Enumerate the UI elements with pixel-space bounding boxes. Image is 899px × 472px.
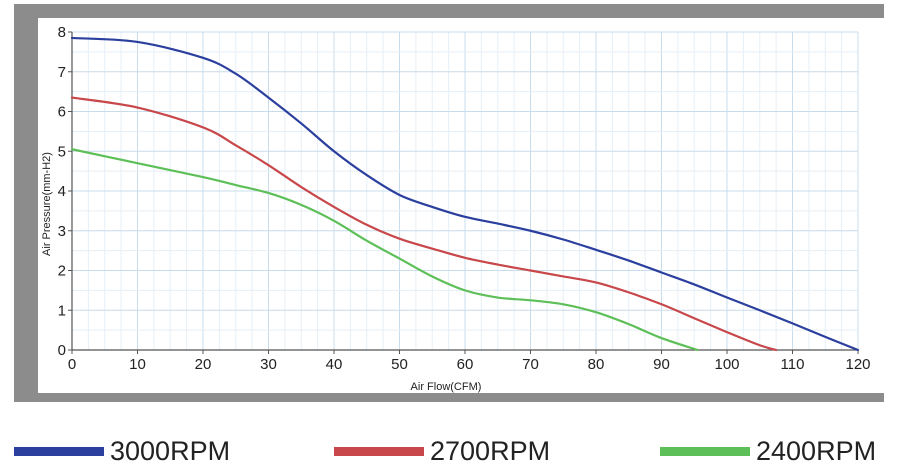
- x-tick-label: 10: [129, 356, 146, 373]
- chart-panel: 0 10 20 30 40 50 60 70 80 90 100 110 120 0 1 2 3 4 5 6 7 8 Ai…: [38, 18, 890, 393]
- y-tick-label: 2: [58, 263, 66, 280]
- axes: [68, 31, 859, 354]
- series-line-2700rpm: [70, 96, 778, 352]
- x-tick-label: 80: [588, 356, 605, 373]
- x-tick-label: 110: [781, 356, 805, 373]
- legend: 3000RPM 2700RPM 2400RPM: [0, 432, 899, 472]
- y-tick-label: 6: [58, 104, 66, 121]
- x-tick-label: 120: [845, 356, 870, 373]
- chart-svg: 0 10 20 30 40 50 60 70 80 90 100 110 120 0 1 2 3 4 5 6 7 8 Ai…: [41, 24, 871, 393]
- y-tick-label: 4: [58, 183, 66, 200]
- legend-label: 2700RPM: [430, 436, 551, 466]
- x-tick-label: 20: [195, 356, 212, 373]
- x-tick-label: 70: [522, 356, 539, 373]
- x-tick-label: 50: [391, 356, 408, 373]
- legend-swatch: [660, 447, 750, 456]
- chart-frame: 0 10 20 30 40 50 60 70 80 90 100 110 120 0 1 2 3 4 5 6 7 8 Ai…: [14, 4, 890, 402]
- series-lines: [70, 36, 860, 352]
- legend-swatch: [14, 447, 104, 456]
- x-tick-label: 30: [260, 356, 277, 373]
- y-tick-label: 1: [58, 302, 66, 319]
- x-tick-label: 100: [714, 356, 739, 373]
- legend-label: 2400RPM: [756, 436, 877, 466]
- x-tick-label: 0: [68, 356, 76, 373]
- y-tick-label: 3: [58, 223, 66, 240]
- x-axis-title: Air Flow(CFM): [411, 381, 482, 393]
- series-line-2400rpm: [70, 148, 699, 352]
- tick-labels: 0 10 20 30 40 50 60 70 80 90 100 110 120 0 1 2 3 4 5 6 7 8: [58, 24, 871, 373]
- y-tick-label: 5: [58, 143, 66, 160]
- y-tick-label: 7: [58, 64, 66, 81]
- y-tick-label: 8: [58, 24, 66, 41]
- x-tick-label: 60: [457, 356, 474, 373]
- y-tick-label: 0: [58, 342, 66, 359]
- x-tick-label: 40: [326, 356, 343, 373]
- y-axis-title: Air Pressure(mm-H2): [41, 152, 53, 256]
- series-line-3000rpm: [70, 36, 860, 352]
- x-tick-label: 90: [653, 356, 670, 373]
- legend-swatch: [334, 447, 424, 456]
- legend-label: 3000RPM: [110, 436, 231, 466]
